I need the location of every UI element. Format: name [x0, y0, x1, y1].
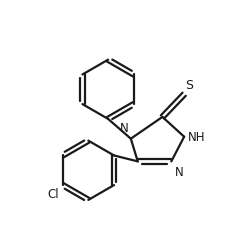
- Text: NH: NH: [188, 130, 206, 144]
- Text: N: N: [120, 121, 129, 134]
- Text: S: S: [185, 79, 193, 92]
- Text: Cl: Cl: [47, 187, 59, 200]
- Text: N: N: [175, 166, 184, 179]
